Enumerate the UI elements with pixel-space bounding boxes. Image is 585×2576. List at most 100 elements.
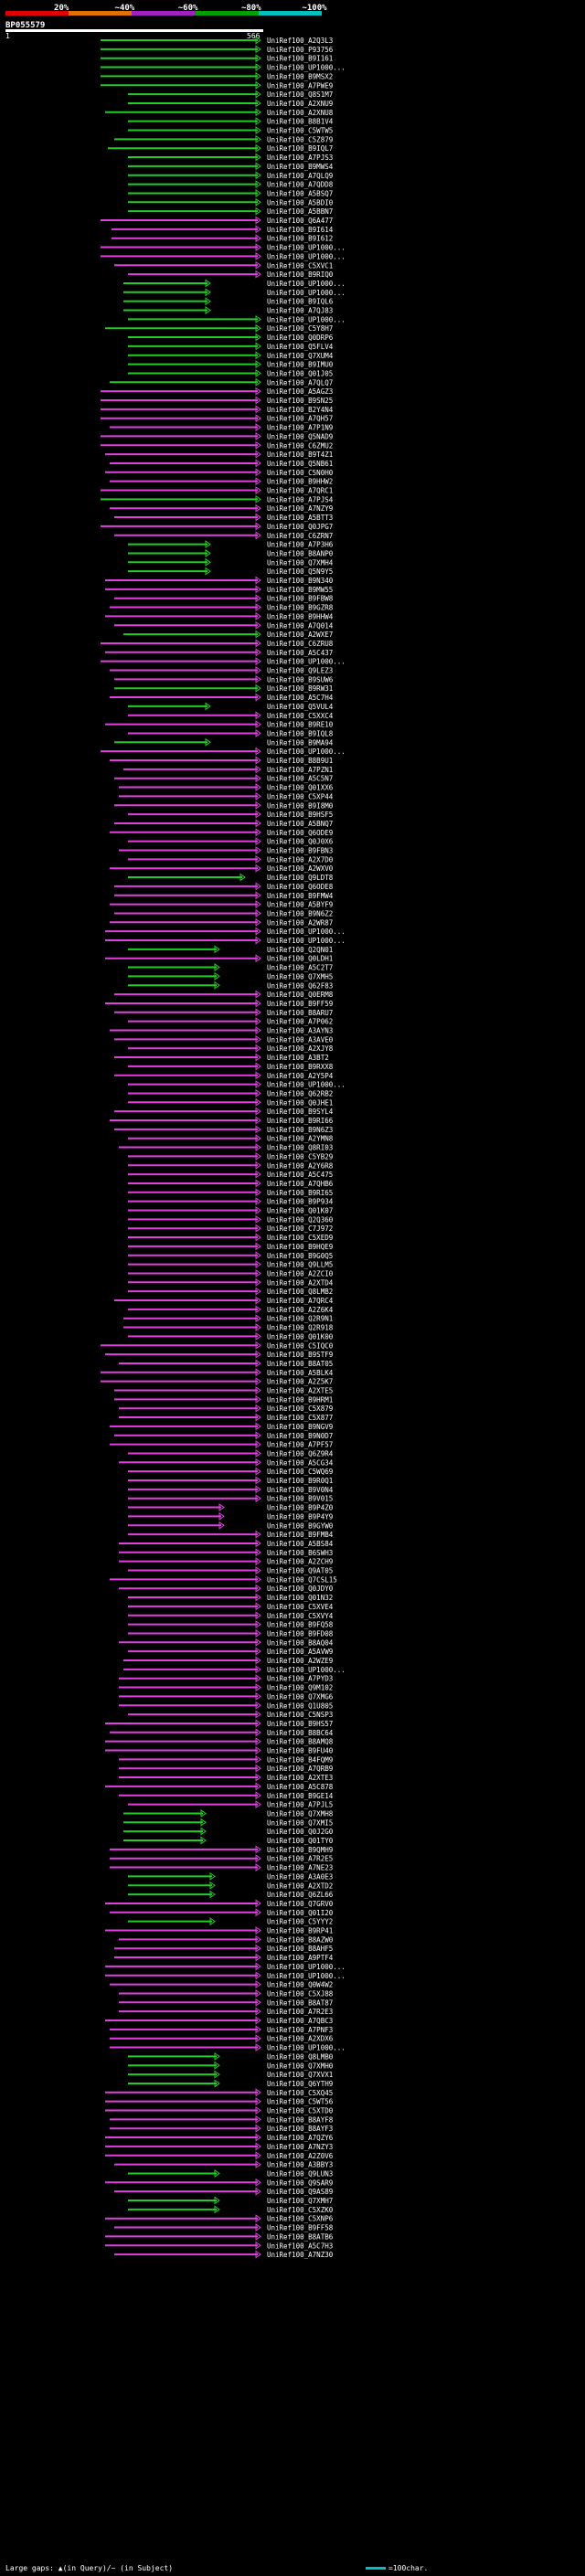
- hit-label[interactable]: UniRef100_B8ATB6: [267, 2232, 334, 2241]
- hit-label[interactable]: UniRef100_B9G0Q5: [267, 1252, 333, 1260]
- hit-row[interactable]: UniRef100_B9P934: [128, 1197, 334, 1206]
- hit-row[interactable]: UniRef100_B9RP41: [105, 1926, 333, 1935]
- hit-row[interactable]: UniRef100_B9HHW4: [105, 611, 334, 620]
- hit-row[interactable]: UniRef100_A2WR87: [110, 917, 333, 927]
- hit-row[interactable]: UniRef100_A7R2E3: [119, 2007, 333, 2016]
- hit-label[interactable]: UniRef100_A5C7H3: [267, 2242, 333, 2250]
- hit-row[interactable]: UniRef100_A5BBN7: [128, 207, 333, 216]
- hit-row[interactable]: UniRef100_Q7XVX1: [128, 2070, 333, 2079]
- hit-label[interactable]: UniRef100_B9IQL6: [267, 298, 334, 306]
- hit-row[interactable]: UniRef100_B9FD08: [128, 1628, 334, 1638]
- hit-label[interactable]: UniRef100_Q01XX6: [267, 784, 334, 792]
- hit-label[interactable]: UniRef100_A9PTF4: [267, 1954, 334, 1962]
- hit-row[interactable]: UniRef100_Q01K00: [128, 1331, 334, 1341]
- hit-label[interactable]: UniRef100_Q8RI03: [267, 1144, 333, 1152]
- hit-row[interactable]: UniRef100_Q6Z9R4: [128, 1448, 334, 1458]
- hit-row[interactable]: UniRef100_B9T4Z1: [105, 450, 333, 459]
- hit-row[interactable]: UniRef100_A2Z6K4: [128, 1305, 334, 1314]
- hit-row[interactable]: UniRef100_A2ZCI0: [128, 1268, 334, 1277]
- hit-label[interactable]: UniRef100_A7QH57: [267, 415, 333, 423]
- hit-row[interactable]: UniRef100_A2Q3L3: [101, 36, 333, 45]
- hit-row[interactable]: UniRef100_Q5N9Y5: [128, 567, 333, 576]
- hit-label[interactable]: UniRef100_Q7XVX1: [267, 2071, 333, 2079]
- hit-label[interactable]: UniRef100_C5N0H0: [267, 469, 334, 477]
- hit-label[interactable]: UniRef100_C5IQC0: [267, 1341, 334, 1350]
- hit-row[interactable]: UniRef100_A7QLQ9: [128, 171, 333, 180]
- hit-label[interactable]: UniRef100_UP1000...: [267, 64, 346, 72]
- hit-row[interactable]: UniRef100_A3BBY3: [114, 2160, 333, 2169]
- hit-label[interactable]: UniRef100_A7PJS4: [267, 495, 334, 504]
- hit-label[interactable]: UniRef100_Q2QN01: [267, 946, 333, 954]
- hit-row[interactable]: UniRef100_Q7XMH4: [128, 557, 334, 567]
- hit-label[interactable]: UniRef100_C5YB29: [267, 1152, 333, 1161]
- hit-label[interactable]: UniRef100_A2X7D0: [267, 855, 334, 864]
- hit-row[interactable]: UniRef100_A7PJS4: [101, 494, 334, 504]
- hit-label[interactable]: UniRef100_C5X879: [267, 1405, 333, 1413]
- hit-row[interactable]: UniRef100_C5XED9: [128, 1233, 333, 1242]
- hit-label[interactable]: UniRef100_A2XJY8: [267, 1044, 334, 1053]
- hit-row[interactable]: UniRef100_A7PZN1: [123, 765, 333, 774]
- hit-label[interactable]: UniRef100_A7NZY9: [267, 504, 333, 513]
- hit-row[interactable]: UniRef100_C5XZK0: [128, 2205, 334, 2214]
- hit-label[interactable]: UniRef100_Q8LMB0: [267, 2052, 334, 2061]
- hit-label[interactable]: UniRef100_A2ZCI0: [267, 1269, 334, 1277]
- hit-row[interactable]: UniRef100_A7Q014: [114, 620, 334, 630]
- hit-label[interactable]: UniRef100_B9I8M0: [267, 801, 334, 810]
- hit-row[interactable]: UniRef100_C5XVY4: [128, 1611, 334, 1620]
- hit-label[interactable]: UniRef100_A7QRC4: [267, 1297, 334, 1305]
- hit-row[interactable]: UniRef100_Q0JHE1: [128, 1097, 333, 1107]
- hit-label[interactable]: UniRef100_B9FMB4: [267, 1531, 334, 1539]
- hit-row[interactable]: UniRef100_B9FF58: [114, 2223, 334, 2232]
- hit-row[interactable]: UniRef100_B9N6Z3: [114, 1125, 333, 1134]
- hit-row[interactable]: UniRef100_UP1000...: [105, 936, 346, 945]
- hit-label[interactable]: UniRef100_C5XED9: [267, 1234, 333, 1242]
- hit-label[interactable]: UniRef100_B9N6Z2: [267, 909, 333, 917]
- hit-row[interactable]: UniRef100_Q7GRV0: [105, 1899, 334, 1908]
- hit-row[interactable]: UniRef100_A7QHB6: [128, 1179, 334, 1188]
- hit-row[interactable]: UniRef100_Q6ODE9: [110, 828, 333, 837]
- hit-row[interactable]: UniRef100_B9I161: [101, 54, 333, 63]
- hit-row[interactable]: UniRef100_C5XJ88: [119, 1988, 334, 1998]
- hit-label[interactable]: UniRef100_Q1U805: [267, 1701, 333, 1710]
- hit-row[interactable]: UniRef100_A5BS84: [119, 1539, 334, 1548]
- hit-label[interactable]: UniRef100_Q0JDY0: [267, 1585, 334, 1593]
- hit-row[interactable]: UniRef100_Q2QN01: [128, 945, 333, 954]
- hit-label[interactable]: UniRef100_Q8LMB2: [267, 1288, 333, 1296]
- hit-row[interactable]: UniRef100_Q2R918: [123, 1323, 334, 1332]
- hit-row[interactable]: UniRef100_UP1000...: [101, 251, 346, 260]
- hit-label[interactable]: UniRef100_B8AHF5: [267, 1945, 333, 1953]
- hit-label[interactable]: UniRef100_B9NGV9: [267, 1423, 333, 1431]
- hit-row[interactable]: UniRef100_B9HHW2: [110, 477, 333, 486]
- hit-label[interactable]: UniRef100_Q6Z9R4: [267, 1449, 334, 1458]
- hit-label[interactable]: UniRef100_A5C7H4: [267, 694, 334, 702]
- hit-row[interactable]: UniRef100_A2XTE3: [119, 1773, 333, 1782]
- hit-label[interactable]: UniRef100_B9I612: [267, 235, 333, 243]
- hit-label[interactable]: UniRef100_B8AYF8: [267, 2115, 334, 2124]
- hit-label[interactable]: UniRef100_A5C2T7: [267, 964, 333, 972]
- hit-row[interactable]: UniRef100_A5BSQ7: [128, 188, 333, 197]
- hit-row[interactable]: UniRef100_UP1000...: [110, 2043, 346, 2052]
- hit-row[interactable]: UniRef100_A2XJY8: [128, 1044, 334, 1053]
- hit-label[interactable]: UniRef100_C5Z879: [267, 135, 333, 143]
- hit-row[interactable]: UniRef100_C5Z879: [114, 134, 333, 143]
- hit-label[interactable]: UniRef100_Q01J05: [267, 369, 333, 377]
- hit-label[interactable]: UniRef100_A5BYF9: [267, 901, 333, 909]
- hit-label[interactable]: UniRef100_UP1000...: [267, 928, 346, 936]
- hit-label[interactable]: UniRef100_A2YMN8: [267, 1135, 334, 1143]
- hit-row[interactable]: UniRef100_A2Z0V6: [105, 2151, 334, 2160]
- hit-label[interactable]: UniRef100_B9P4Z0: [267, 1504, 334, 1512]
- hit-label[interactable]: UniRef100_C5XZK0: [267, 2206, 334, 2214]
- hit-row[interactable]: UniRef100_A5C7H3: [105, 2241, 333, 2250]
- hit-label[interactable]: UniRef100_A7QRB9: [267, 1765, 333, 1773]
- hit-row[interactable]: UniRef100_B9HRM1: [114, 1394, 333, 1404]
- hit-row[interactable]: UniRef100_Q0J2G0: [123, 1827, 334, 1836]
- hit-label[interactable]: UniRef100_B9SN25: [267, 397, 333, 405]
- hit-label[interactable]: UniRef100_Q62F83: [267, 981, 333, 990]
- hit-row[interactable]: UniRef100_Q9AT05: [128, 1566, 333, 1575]
- hit-label[interactable]: UniRef100_B9MSX2: [267, 72, 333, 80]
- hit-label[interactable]: UniRef100_A2XTE3: [267, 1774, 333, 1782]
- hit-label[interactable]: UniRef100_B9FBW8: [267, 595, 334, 603]
- hit-label[interactable]: UniRef100_A2XDX6: [267, 2035, 334, 2043]
- hit-label[interactable]: UniRef100_B8AYF3: [267, 2125, 333, 2133]
- hit-label[interactable]: UniRef100_Q7XMH7: [267, 2197, 333, 2205]
